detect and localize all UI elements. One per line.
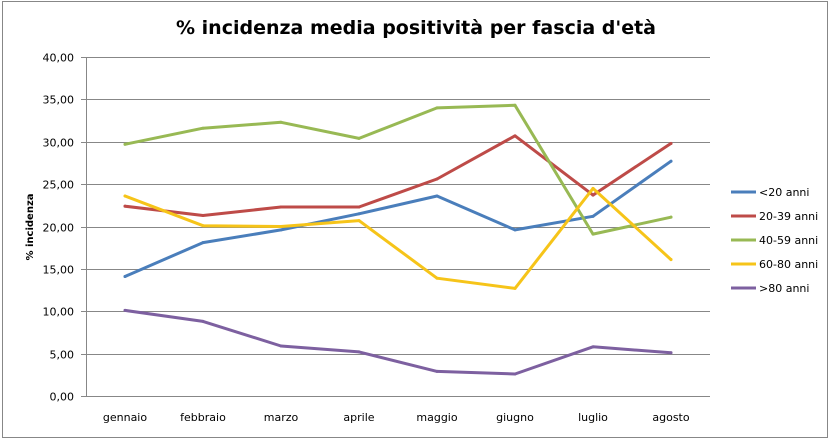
data-point (669, 215, 673, 219)
data-point (279, 344, 283, 348)
data-point (669, 159, 673, 163)
y-tick-label: 5,00 (50, 349, 75, 362)
data-point (435, 194, 439, 198)
x-tick-label: aprile (343, 411, 374, 424)
data-point (357, 350, 361, 354)
x-tick-label: agosto (652, 411, 689, 424)
data-point (123, 142, 127, 146)
data-point (123, 308, 127, 312)
data-point (123, 204, 127, 208)
data-point (435, 276, 439, 280)
chart-title: % incidenza media positività per fascia … (176, 17, 656, 39)
y-tick-label: 15,00 (43, 264, 75, 277)
data-point (513, 228, 517, 232)
data-point (279, 205, 283, 209)
y-tick-label: 25,00 (43, 179, 75, 192)
x-tick-label: giugno (496, 411, 534, 424)
series-line-0 (123, 159, 673, 278)
legend-item: <20 anni (731, 186, 809, 199)
data-point (201, 126, 205, 130)
data-point (513, 103, 517, 107)
data-point (591, 232, 595, 236)
data-point (591, 214, 595, 218)
data-point (357, 136, 361, 140)
series-line-3 (123, 186, 673, 290)
legend-label: <20 anni (759, 186, 809, 199)
y-tick-label: 40,00 (43, 52, 75, 65)
series-line-4 (123, 308, 673, 376)
legend-label: >80 anni (759, 282, 809, 295)
data-point (201, 224, 205, 228)
y-tick-label: 0,00 (50, 391, 75, 404)
data-point (201, 213, 205, 217)
data-point (669, 351, 673, 355)
data-point (201, 319, 205, 323)
data-point (279, 225, 283, 228)
x-tick-label: maggio (416, 411, 457, 424)
y-tick-label: 35,00 (43, 94, 75, 107)
legend-label: 60-80 anni (759, 258, 818, 271)
data-point (279, 120, 283, 124)
legend-label: 20-39 anni (759, 210, 818, 223)
y-tick-labels: 0,00 5,00 10,00 15,00 20,00 25,00 30,00 35,00 40… (43, 52, 75, 404)
data-point (591, 345, 595, 349)
series-line-1 (123, 134, 673, 217)
data-point (513, 372, 517, 376)
data-point (435, 106, 439, 110)
series-lines (123, 103, 673, 376)
series-line-2 (123, 103, 673, 236)
x-tick-label: luglio (578, 411, 608, 424)
gridlines (86, 57, 710, 355)
data-point (123, 275, 127, 279)
legend-item: 60-80 anni (731, 258, 818, 271)
x-tick-label: febbraio (180, 411, 226, 424)
data-point (513, 286, 517, 290)
data-point (279, 228, 283, 232)
y-tick-label: 20,00 (43, 222, 75, 235)
x-tick-labels: gennaio febbraio marzo aprile maggio giugno lu… (103, 411, 690, 424)
y-axis-label: % incidenza (25, 193, 36, 260)
y-tick-label: 10,00 (43, 306, 75, 319)
data-point (357, 212, 361, 216)
legend: <20 anni 20-39 anni 40-59 anni 60-80 anni >8… (731, 186, 818, 295)
legend-label: 40-59 anni (759, 234, 818, 247)
axes (81, 57, 710, 397)
data-point (669, 141, 673, 145)
y-tick-label: 30,00 (43, 137, 75, 150)
data-point (201, 241, 205, 245)
legend-item: 40-59 anni (731, 234, 818, 247)
data-point (435, 369, 439, 373)
data-point (357, 219, 361, 223)
data-point (357, 205, 361, 209)
data-point (591, 193, 595, 197)
legend-item: >80 anni (731, 282, 809, 295)
x-tick-label: gennaio (103, 411, 147, 424)
data-point (513, 134, 517, 138)
data-point (123, 194, 127, 198)
x-tick-label: marzo (264, 411, 299, 424)
legend-item: 20-39 anni (731, 210, 818, 223)
data-point (591, 186, 595, 190)
data-point (435, 177, 439, 181)
data-point (669, 258, 673, 262)
